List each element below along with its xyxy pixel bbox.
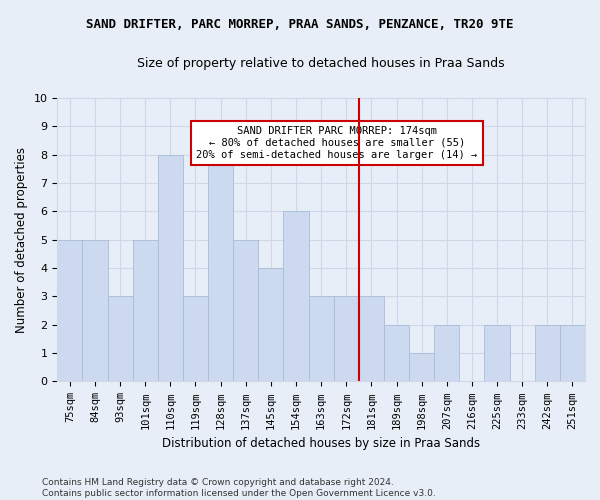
Text: SAND DRIFTER, PARC MORREP, PRAA SANDS, PENZANCE, TR20 9TE: SAND DRIFTER, PARC MORREP, PRAA SANDS, P… (86, 18, 514, 30)
Bar (434, 325, 460, 382)
Bar (158, 154, 183, 382)
Text: SAND DRIFTER PARC MORREP: 174sqm
← 80% of detached houses are smaller (55)
20% o: SAND DRIFTER PARC MORREP: 174sqm ← 80% o… (196, 126, 478, 160)
Title: Size of property relative to detached houses in Praa Sands: Size of property relative to detached ho… (137, 58, 505, 70)
Bar (359, 296, 384, 382)
Bar (535, 325, 560, 382)
Bar (57, 240, 82, 382)
Bar (82, 240, 107, 382)
Bar (283, 212, 308, 382)
Bar (409, 353, 434, 382)
X-axis label: Distribution of detached houses by size in Praa Sands: Distribution of detached houses by size … (162, 437, 480, 450)
Bar (308, 296, 334, 382)
Bar (384, 325, 409, 382)
Y-axis label: Number of detached properties: Number of detached properties (15, 147, 28, 333)
Bar (560, 325, 585, 382)
Bar (208, 154, 233, 382)
Bar (484, 325, 509, 382)
Bar (233, 240, 259, 382)
Bar (133, 240, 158, 382)
Bar (183, 296, 208, 382)
Bar (259, 268, 283, 382)
Bar (107, 296, 133, 382)
Bar (334, 296, 359, 382)
Text: Contains HM Land Registry data © Crown copyright and database right 2024.
Contai: Contains HM Land Registry data © Crown c… (42, 478, 436, 498)
